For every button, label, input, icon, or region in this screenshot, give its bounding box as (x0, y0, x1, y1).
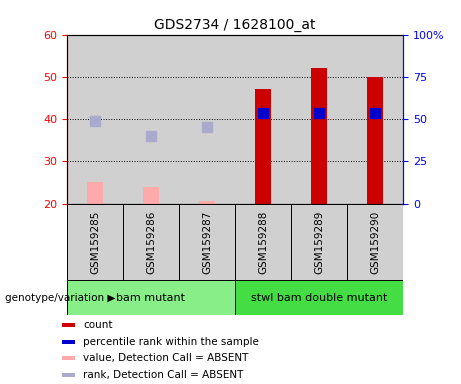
Text: GSM159286: GSM159286 (146, 210, 156, 274)
Text: percentile rank within the sample: percentile rank within the sample (83, 337, 259, 347)
Point (260, 110, 267, 116)
Point (91, 118, 99, 124)
Bar (235, 35, 291, 204)
Bar (123, 204, 179, 280)
Bar (291, 35, 347, 204)
Bar (255, 89, 271, 204)
Bar (62, 340, 75, 344)
Bar (67, 204, 123, 280)
Bar (311, 68, 327, 204)
Text: stwl bam double mutant: stwl bam double mutant (251, 293, 387, 303)
Bar (67, 35, 123, 204)
Text: GSM159288: GSM159288 (258, 210, 268, 274)
Bar (87, 182, 103, 204)
Bar (62, 373, 75, 377)
Bar (62, 323, 75, 327)
Text: rank, Detection Call = ABSENT: rank, Detection Call = ABSENT (83, 370, 243, 380)
Bar (143, 187, 159, 204)
Text: GSM159289: GSM159289 (314, 210, 324, 274)
Point (372, 110, 379, 116)
Bar (235, 204, 291, 280)
Bar (235, 280, 403, 315)
Title: GDS2734 / 1628100_at: GDS2734 / 1628100_at (154, 18, 316, 32)
Point (147, 133, 154, 139)
Text: genotype/variation ▶: genotype/variation ▶ (5, 293, 115, 303)
Text: count: count (83, 320, 112, 330)
Bar (347, 204, 403, 280)
Bar (199, 201, 215, 204)
Text: GSM159290: GSM159290 (370, 210, 380, 273)
Bar (67, 280, 235, 315)
Text: value, Detection Call = ABSENT: value, Detection Call = ABSENT (83, 353, 248, 363)
Point (203, 124, 211, 131)
Bar (62, 356, 75, 361)
Bar (367, 77, 383, 204)
Bar (179, 204, 235, 280)
Bar (179, 35, 235, 204)
Text: GSM159285: GSM159285 (90, 210, 100, 274)
Bar (123, 35, 179, 204)
Text: GSM159287: GSM159287 (202, 210, 212, 274)
Text: bam mutant: bam mutant (117, 293, 185, 303)
Point (315, 110, 323, 116)
Bar (291, 204, 347, 280)
Bar (347, 35, 403, 204)
